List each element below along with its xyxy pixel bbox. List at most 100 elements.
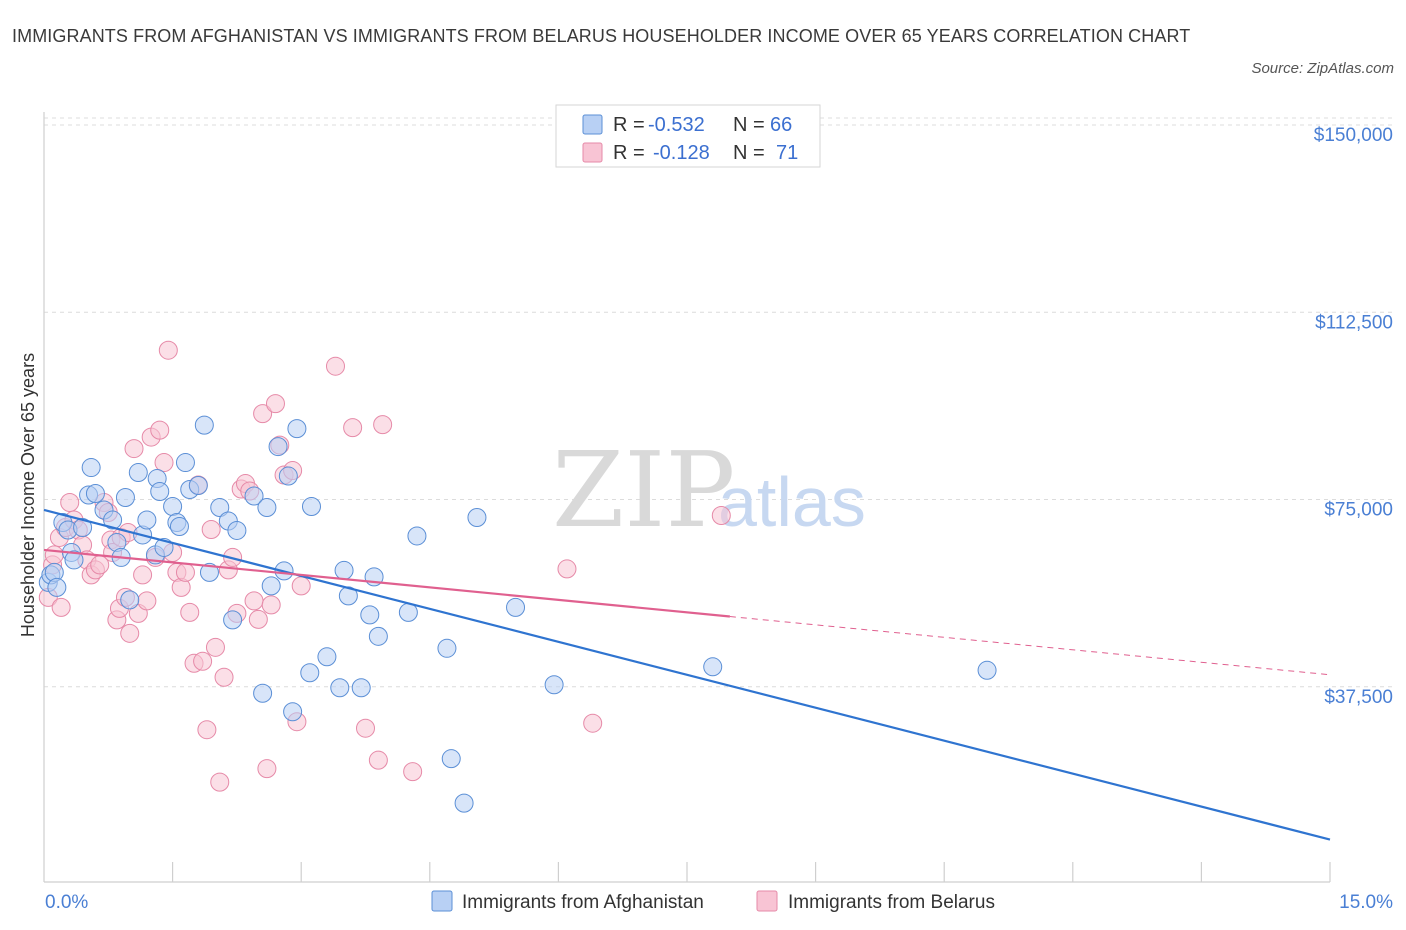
trend-line-afghanistan [43, 508, 1331, 841]
point-afghanistan [506, 597, 526, 617]
legend-n-value-belarus: 71 [776, 142, 798, 164]
point-afghanistan [64, 550, 84, 570]
legend-n-label-belarus: N = [733, 142, 765, 164]
point-afghanistan [330, 678, 350, 698]
point-belarus [197, 720, 217, 740]
y-tick-label: $37,500 [1324, 687, 1393, 708]
point-afghanistan [268, 437, 288, 457]
point-belarus [583, 713, 603, 733]
point-belarus [193, 651, 213, 671]
point-afghanistan [194, 415, 214, 435]
y-tick-label: $75,000 [1324, 500, 1393, 521]
point-belarus [205, 637, 225, 657]
point-belarus [261, 595, 281, 615]
watermark-atlas: atlas [718, 463, 866, 541]
series-afghanistan-points [38, 415, 997, 813]
watermark-zip: ZIP [552, 429, 735, 551]
x-tick-label-min: 0.0% [45, 892, 88, 913]
trend-lines [43, 508, 1331, 841]
point-afghanistan [351, 678, 371, 698]
chart-title: IMMIGRANTS FROM AFGHANISTAN VS IMMIGRANT… [12, 26, 1191, 46]
legend-r-label-afghanistan: R = [613, 114, 645, 136]
point-belarus [158, 340, 178, 360]
point-belarus [291, 576, 311, 596]
point-belarus [180, 602, 200, 622]
point-belarus [253, 404, 273, 424]
point-afghanistan [244, 486, 264, 506]
legend-n-label-afghanistan: N = [733, 114, 765, 136]
point-afghanistan [360, 605, 380, 625]
point-afghanistan [137, 510, 157, 530]
point-afghanistan [128, 463, 148, 483]
point-belarus [133, 565, 153, 585]
point-afghanistan [407, 526, 427, 546]
point-afghanistan [253, 683, 273, 703]
point-afghanistan [175, 453, 195, 473]
point-belarus [557, 559, 577, 579]
x-tick-label-max: 15.0% [1339, 892, 1393, 913]
point-afghanistan [368, 626, 388, 646]
point-afghanistan [85, 484, 105, 504]
point-afghanistan [454, 793, 474, 813]
bottom-legend-label-belarus: Immigrants from Belarus [788, 892, 995, 913]
point-afghanistan [261, 576, 281, 596]
bottom-legend: Immigrants from Afghanistan Immigrants f… [431, 890, 995, 913]
point-belarus [248, 609, 268, 629]
point-afghanistan [437, 638, 457, 658]
point-afghanistan [115, 488, 135, 508]
point-belarus [137, 591, 157, 611]
point-afghanistan [257, 498, 277, 517]
point-afghanistan [703, 657, 723, 677]
point-belarus [60, 493, 80, 513]
y-tick-label: $112,500 [1315, 312, 1393, 333]
point-afghanistan [199, 562, 219, 582]
point-belarus [373, 415, 393, 435]
bottom-legend-swatch-belarus [756, 890, 778, 912]
point-afghanistan [300, 663, 320, 683]
point-belarus [44, 545, 64, 565]
trend-line-belarus-extension [729, 616, 1331, 676]
point-belarus [403, 762, 423, 782]
point-belarus [343, 418, 363, 438]
point-belarus [210, 772, 230, 792]
point-afghanistan [283, 702, 303, 722]
point-afghanistan [977, 660, 997, 680]
legend-r-value-belarus: -0.128 [653, 142, 710, 164]
point-afghanistan [210, 498, 230, 517]
x-tick-marks [172, 862, 1331, 882]
point-afghanistan [544, 675, 564, 695]
point-afghanistan [150, 482, 170, 502]
point-afghanistan [120, 590, 140, 610]
legend-r-value-afghanistan: -0.532 [648, 114, 705, 136]
legend-swatch-belarus [582, 142, 603, 163]
legend: R = -0.532 N = 66 R = -0.128 N = 71 [555, 104, 821, 168]
point-afghanistan [188, 476, 208, 496]
point-belarus [150, 420, 170, 440]
point-afghanistan [317, 647, 337, 667]
y-axis-title: Householder Income Over 65 years [18, 353, 38, 637]
point-belarus [175, 562, 195, 582]
point-belarus [325, 356, 345, 376]
bottom-legend-swatch-afghanistan [431, 890, 453, 912]
point-belarus [214, 667, 234, 687]
point-belarus [51, 597, 71, 617]
bottom-legend-label-afghanistan: Immigrants from Afghanistan [462, 892, 704, 913]
point-afghanistan [223, 610, 243, 630]
point-afghanistan [169, 516, 189, 536]
point-belarus [711, 505, 731, 525]
trend-line-belarus [43, 548, 730, 618]
point-belarus [265, 394, 285, 414]
point-belarus [356, 718, 375, 738]
legend-swatch-afghanistan [582, 114, 603, 135]
point-belarus [201, 519, 221, 539]
point-afghanistan [301, 497, 321, 517]
point-belarus [120, 623, 140, 643]
y-tick-labels: $37,500 $75,000 $112,500 $150,000 [1314, 125, 1393, 708]
point-belarus [124, 439, 144, 459]
watermark: ZIP atlas [552, 429, 866, 551]
y-tick-label: $150,000 [1314, 125, 1393, 146]
legend-n-value-afghanistan: 66 [770, 114, 792, 136]
point-belarus [154, 453, 174, 473]
legend-r-label-belarus: R = [613, 142, 645, 164]
